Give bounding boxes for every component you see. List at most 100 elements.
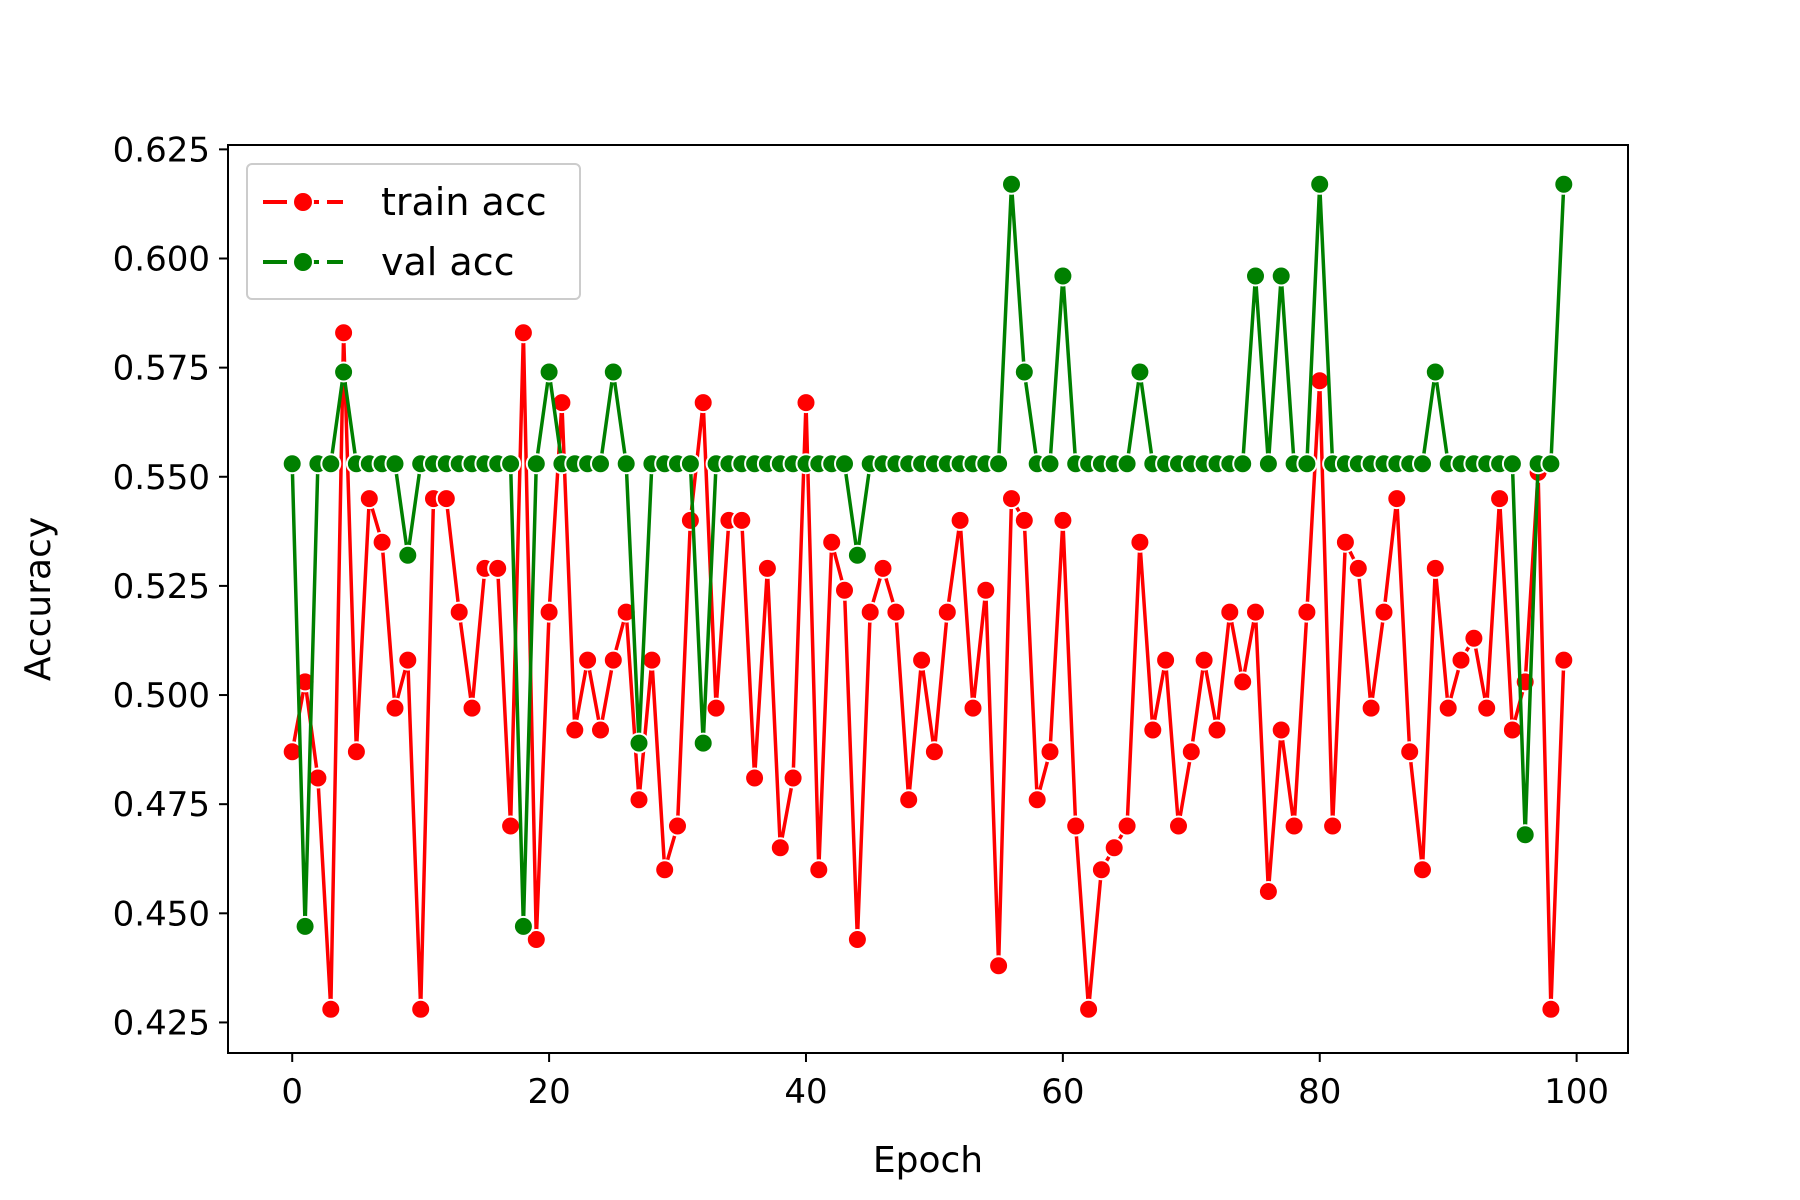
data-point bbox=[1129, 361, 1151, 383]
data-point bbox=[936, 601, 958, 623]
data-point bbox=[988, 453, 1010, 475]
data-point bbox=[1155, 649, 1177, 671]
data-point bbox=[345, 741, 367, 763]
plot-area bbox=[281, 173, 1575, 1020]
data-point bbox=[1489, 488, 1511, 510]
data-point bbox=[1412, 453, 1433, 475]
data-point bbox=[487, 557, 509, 579]
data-point bbox=[1501, 453, 1523, 475]
x-tick-label: 100 bbox=[1544, 1072, 1609, 1112]
data-point bbox=[525, 453, 547, 475]
data-point bbox=[1437, 697, 1459, 719]
x-tick-label: 40 bbox=[784, 1072, 827, 1112]
data-point bbox=[731, 509, 753, 531]
data-point bbox=[846, 544, 868, 566]
legend-marker bbox=[292, 251, 314, 273]
data-point bbox=[1476, 697, 1498, 719]
data-point bbox=[1296, 453, 1318, 475]
data-point bbox=[641, 649, 663, 671]
data-point bbox=[410, 998, 432, 1020]
data-point bbox=[795, 392, 817, 414]
data-point bbox=[923, 741, 945, 763]
axes: 0 20 40 60 80 100 0.425 0.450 0.475 0.500 0.525 0.5… bbox=[113, 130, 1629, 1112]
data-point bbox=[461, 697, 483, 719]
data-point bbox=[512, 915, 534, 937]
data-point bbox=[320, 998, 342, 1020]
x-tick-label: 0 bbox=[281, 1072, 303, 1112]
data-point bbox=[1309, 173, 1331, 195]
data-point bbox=[1540, 998, 1562, 1020]
data-point bbox=[1142, 719, 1164, 741]
data-point bbox=[358, 488, 380, 510]
data-point bbox=[1553, 173, 1575, 195]
y-tick-label: 0.625 bbox=[113, 130, 210, 170]
data-point bbox=[1168, 815, 1189, 837]
data-point bbox=[294, 915, 316, 937]
data-point bbox=[1283, 815, 1305, 837]
data-point bbox=[538, 601, 560, 623]
data-point bbox=[371, 531, 393, 553]
data-point bbox=[1039, 453, 1061, 475]
data-point bbox=[821, 531, 843, 553]
data-point bbox=[898, 789, 920, 811]
data-point bbox=[1206, 719, 1228, 741]
y-tick-label: 0.600 bbox=[113, 240, 210, 280]
data-point bbox=[1322, 815, 1344, 837]
data-point bbox=[590, 453, 611, 475]
data-point bbox=[1103, 837, 1125, 859]
data-point bbox=[1078, 998, 1100, 1020]
data-point bbox=[962, 697, 984, 719]
data-point bbox=[1116, 815, 1138, 837]
data-point bbox=[1052, 265, 1074, 287]
data-point bbox=[769, 837, 791, 859]
data-point bbox=[808, 859, 830, 881]
data-point bbox=[975, 579, 997, 601]
data-point bbox=[1553, 649, 1575, 671]
data-point bbox=[1399, 741, 1421, 763]
series-0 bbox=[281, 322, 1575, 1020]
data-point bbox=[538, 361, 560, 383]
data-point bbox=[615, 601, 637, 623]
data-point bbox=[744, 767, 766, 789]
data-point bbox=[834, 453, 855, 475]
legend-label: val acc bbox=[381, 240, 514, 284]
data-point bbox=[1386, 488, 1408, 510]
y-tick-label: 0.450 bbox=[113, 894, 210, 934]
data-point bbox=[846, 929, 868, 950]
plot-frame bbox=[227, 144, 1629, 1054]
data-point bbox=[1180, 741, 1202, 763]
data-point bbox=[615, 453, 637, 475]
data-point bbox=[333, 322, 355, 344]
data-point bbox=[885, 601, 907, 623]
data-point bbox=[692, 732, 714, 754]
data-point bbox=[1347, 557, 1369, 579]
data-point bbox=[512, 322, 534, 344]
data-point bbox=[1270, 719, 1292, 741]
data-point bbox=[500, 453, 522, 475]
y-axis-label: Accuracy bbox=[18, 517, 59, 681]
data-point bbox=[1373, 601, 1395, 623]
data-point bbox=[1219, 601, 1241, 623]
y-tick-label: 0.500 bbox=[113, 676, 210, 716]
y-tick-label: 0.475 bbox=[113, 785, 210, 825]
data-point bbox=[1514, 824, 1536, 846]
data-point bbox=[679, 509, 701, 531]
x-tick-label: 80 bbox=[1298, 1072, 1341, 1112]
data-point bbox=[1245, 601, 1266, 623]
data-point bbox=[679, 453, 701, 475]
data-point bbox=[448, 601, 470, 623]
data-point bbox=[602, 649, 624, 671]
data-point bbox=[756, 557, 778, 579]
data-point bbox=[294, 671, 316, 693]
data-point bbox=[1129, 531, 1151, 553]
data-point bbox=[1193, 649, 1215, 671]
data-point bbox=[628, 789, 650, 811]
data-point bbox=[667, 815, 688, 837]
data-point bbox=[1334, 531, 1356, 553]
legend-item: val acc bbox=[263, 240, 514, 284]
data-point bbox=[1501, 719, 1523, 741]
data-point bbox=[1257, 881, 1279, 902]
data-point bbox=[384, 453, 406, 475]
data-point bbox=[872, 557, 894, 579]
